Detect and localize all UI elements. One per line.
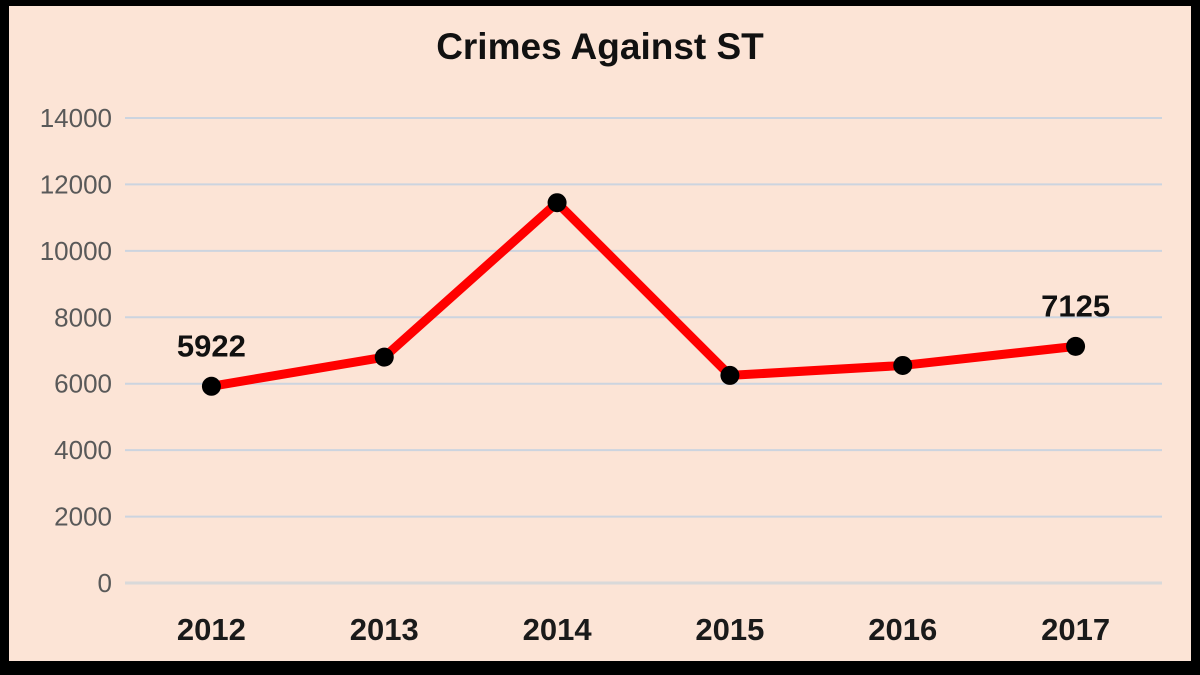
x-tick-label: 2017 (1041, 612, 1110, 647)
data-point-marker (201, 376, 221, 396)
x-tick-label: 2015 (695, 612, 764, 647)
data-point-label: 5922 (177, 328, 246, 363)
x-tick-label: 2014 (523, 612, 593, 647)
y-tick-label: 4000 (54, 435, 112, 465)
y-tick-label: 10000 (40, 236, 112, 266)
y-tick-label: 2000 (54, 502, 112, 532)
x-tick-label: 2013 (350, 612, 419, 647)
y-tick-label: 12000 (40, 169, 112, 199)
trend-line (206, 198, 1081, 391)
y-tick-label: 8000 (54, 302, 112, 332)
chart-title: Crimes Against ST (436, 26, 764, 67)
data-point-marker (893, 355, 913, 375)
y-tick-label: 14000 (40, 103, 112, 133)
chart-background (9, 6, 1191, 661)
data-point-label: 7125 (1041, 288, 1110, 323)
x-tick-label: 2012 (177, 612, 246, 647)
data-point-marker (1066, 336, 1086, 356)
x-tick-label: 2016 (868, 612, 937, 647)
y-tick-label: 6000 (54, 369, 112, 399)
data-point-marker (720, 365, 740, 385)
data-point-marker (547, 193, 567, 213)
y-tick-label: 0 (98, 568, 112, 598)
data-point-marker (374, 347, 394, 367)
